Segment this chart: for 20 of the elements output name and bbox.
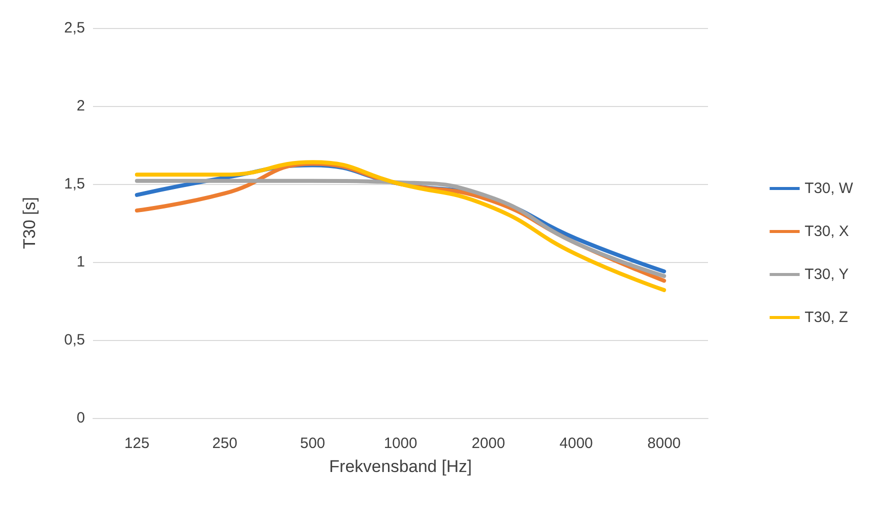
x-tick-label: 8000 xyxy=(647,435,681,452)
x-tick-label: 1000 xyxy=(384,435,418,452)
x-tick-label: 250 xyxy=(212,435,238,452)
y-tick-label: 1 xyxy=(76,254,85,270)
x-tick-label: 2000 xyxy=(472,435,506,452)
legend-label: T30, X xyxy=(804,223,849,240)
x-tick-label: 500 xyxy=(300,435,326,452)
line-series xyxy=(134,178,666,278)
y-tick-label: 2,5 xyxy=(64,20,85,36)
x-axis-title: Frekvensband [Hz] xyxy=(329,457,472,476)
legend-label: T30, Z xyxy=(804,309,848,326)
y-tick-label: 2 xyxy=(76,98,85,114)
legend-label: T30, W xyxy=(804,180,854,197)
x-tick-label: 4000 xyxy=(560,435,593,452)
legend-label: T30, Y xyxy=(804,266,849,283)
y-tick-label: 0 xyxy=(76,410,85,426)
x-tick-label: 125 xyxy=(124,435,150,452)
y-axis-title: T30 [s] xyxy=(20,197,39,249)
y-tick-label: 0,5 xyxy=(64,332,85,348)
y-tick-label: 1,5 xyxy=(64,176,85,192)
